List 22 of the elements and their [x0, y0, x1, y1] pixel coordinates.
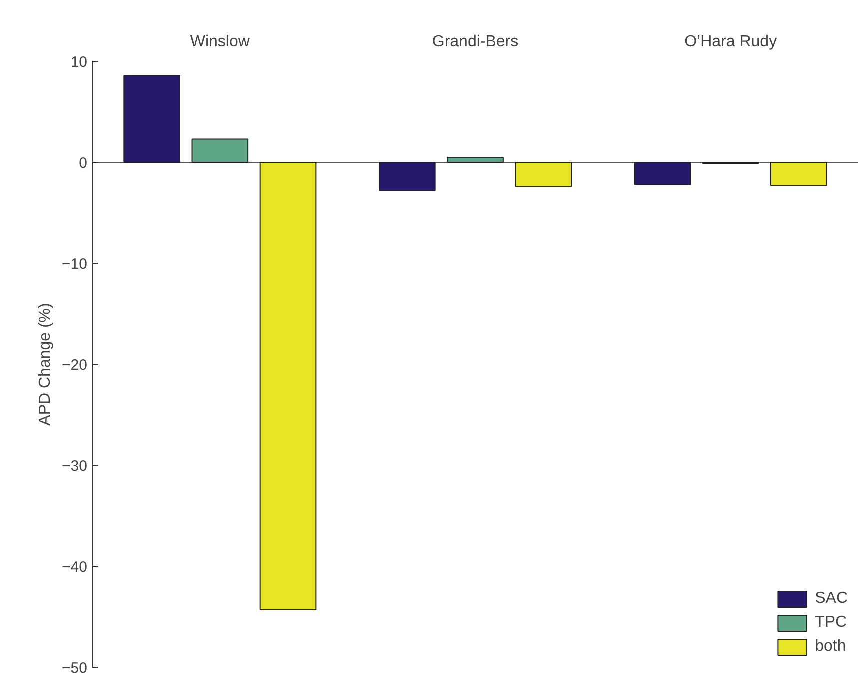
bar — [515, 162, 572, 188]
bar — [260, 162, 317, 610]
y-tick-label: −20 — [62, 357, 88, 374]
bar — [124, 75, 180, 163]
x-tick-label: Grandi-Bers — [432, 34, 519, 50]
legend-label: both — [815, 638, 846, 656]
y-tick-label: −50 — [62, 660, 88, 673]
bar — [770, 162, 828, 186]
y-tick-label: −10 — [62, 256, 88, 273]
bar — [192, 138, 249, 163]
bar — [447, 156, 504, 163]
x-tick-label: O’Hara Rudy — [684, 34, 778, 50]
y-tick-label: −40 — [62, 559, 88, 576]
y-axis-title: APD Change (%) — [37, 303, 54, 426]
bar — [634, 162, 692, 186]
legend-label: SAC — [815, 590, 848, 608]
y-tick-label: 10 — [70, 54, 88, 71]
x-tick-label: Winslow — [190, 34, 250, 50]
y-tick-label: −30 — [62, 458, 88, 475]
bar — [378, 162, 436, 192]
legend-label: TPC — [815, 614, 848, 632]
y-tick-label: 0 — [79, 155, 88, 172]
